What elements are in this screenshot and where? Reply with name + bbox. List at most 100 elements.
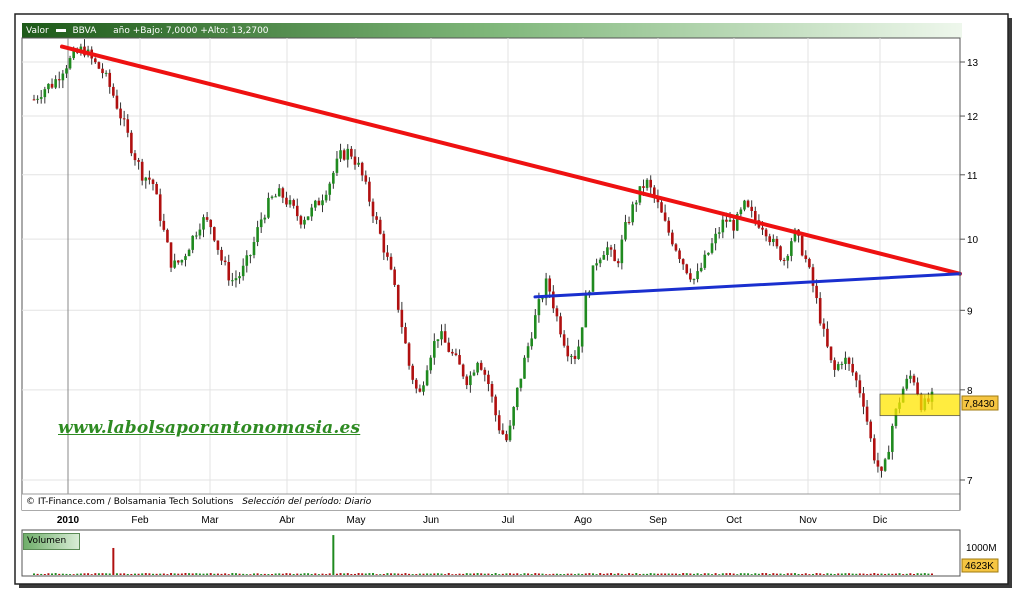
volume-bar <box>606 573 609 575</box>
header-range: año +Bajo: 7,0000 +Alto: 13,2700 <box>113 26 269 36</box>
volume-bar <box>584 573 587 575</box>
candle-body <box>725 219 728 222</box>
y-tick-label: 9 <box>967 306 973 317</box>
volume-bar <box>144 573 147 575</box>
candle-body <box>667 220 671 233</box>
candle-body <box>739 209 743 215</box>
volume-bar <box>274 573 277 575</box>
volume-bar <box>90 574 93 575</box>
volume-bar <box>653 573 656 575</box>
volume-bar <box>195 573 198 575</box>
candle-body <box>541 298 544 300</box>
volume-bar <box>429 573 432 575</box>
volume-bar <box>534 573 537 575</box>
volume-bar <box>54 573 57 575</box>
candle-body <box>332 172 335 184</box>
candle-body <box>743 200 746 210</box>
candle-body <box>660 202 663 213</box>
candles-layer <box>32 39 934 478</box>
candle-body <box>750 206 753 211</box>
volume-bar <box>382 573 385 575</box>
candle-body <box>613 249 616 262</box>
volume-bar <box>224 573 227 575</box>
volume-bar <box>732 573 735 575</box>
candle-body <box>479 362 483 370</box>
resistance-trendline <box>60 44 962 276</box>
volume-bar <box>426 573 429 575</box>
volume-bar <box>245 574 248 575</box>
volume-bar <box>747 573 750 575</box>
candle-body <box>515 387 519 407</box>
candle-body <box>414 379 418 389</box>
candle-body <box>674 244 678 251</box>
footer-info: © IT-Finance.com / Bolsamania Tech Solut… <box>26 497 371 507</box>
candle-body <box>472 372 476 376</box>
volume-bar <box>372 573 375 575</box>
candle-body <box>104 72 108 74</box>
volume-bar <box>530 574 533 575</box>
volume-current-label: 4623K <box>965 561 994 572</box>
candle-body <box>782 259 786 261</box>
candle-body <box>530 338 533 347</box>
candle-body <box>573 355 577 359</box>
plot-area <box>21 37 961 511</box>
watermark-link[interactable]: www.labolsaporantonomasia.es <box>58 418 361 438</box>
y-tick-label: 7 <box>967 476 973 487</box>
candle-body <box>880 466 883 471</box>
volume-bar <box>707 573 710 575</box>
volume-bar <box>631 573 634 575</box>
candle-body <box>566 345 570 357</box>
volume-bar <box>591 573 594 575</box>
candle-body <box>447 342 451 352</box>
candle-body <box>469 375 472 386</box>
volume-bar <box>711 574 714 575</box>
candle-body <box>54 79 57 88</box>
volume-label: Volumen <box>23 533 80 550</box>
volume-bar <box>660 573 663 575</box>
volume-bar <box>729 573 732 575</box>
volume-bar <box>101 573 104 575</box>
volume-bar <box>141 573 144 575</box>
volume-bar <box>188 573 191 575</box>
candle-body <box>122 118 126 120</box>
volume-bar <box>505 573 508 575</box>
candle-body <box>375 216 378 220</box>
volume-bar <box>909 573 912 575</box>
candle-body <box>342 150 346 160</box>
candle-body <box>151 179 155 185</box>
x-tick-label: Nov <box>799 515 817 526</box>
candle-body <box>166 229 169 243</box>
candle-body <box>916 382 919 395</box>
volume-bar <box>555 573 558 575</box>
candle-body <box>36 98 39 100</box>
candle-body <box>252 242 256 256</box>
volume-bar <box>458 573 461 575</box>
volume-bar <box>436 573 439 575</box>
volume-bar <box>811 573 814 575</box>
volume-bar <box>682 573 685 575</box>
volume-bar <box>703 573 706 575</box>
volume-bar <box>916 573 919 575</box>
volume-bar <box>548 574 551 575</box>
volume-bar <box>69 574 72 575</box>
volume-panel <box>21 529 961 577</box>
volume-bar <box>642 573 645 575</box>
candle-body <box>50 83 54 88</box>
candle-body <box>425 370 429 386</box>
candle-body <box>115 95 119 109</box>
candle-body <box>303 219 306 225</box>
volume-bar <box>537 573 540 575</box>
volume-bar <box>894 573 897 575</box>
volume-bar <box>415 574 418 575</box>
candle-body <box>404 327 407 344</box>
candle-body <box>764 229 768 237</box>
volume-bar <box>83 573 86 575</box>
candle-body <box>858 380 862 394</box>
candle-body <box>39 97 43 99</box>
volume-bar <box>649 573 652 575</box>
volume-bar <box>487 573 490 575</box>
candle-body <box>598 259 602 264</box>
volume-bar <box>79 573 82 575</box>
volume-bar <box>451 574 454 575</box>
candle-body <box>872 438 876 461</box>
